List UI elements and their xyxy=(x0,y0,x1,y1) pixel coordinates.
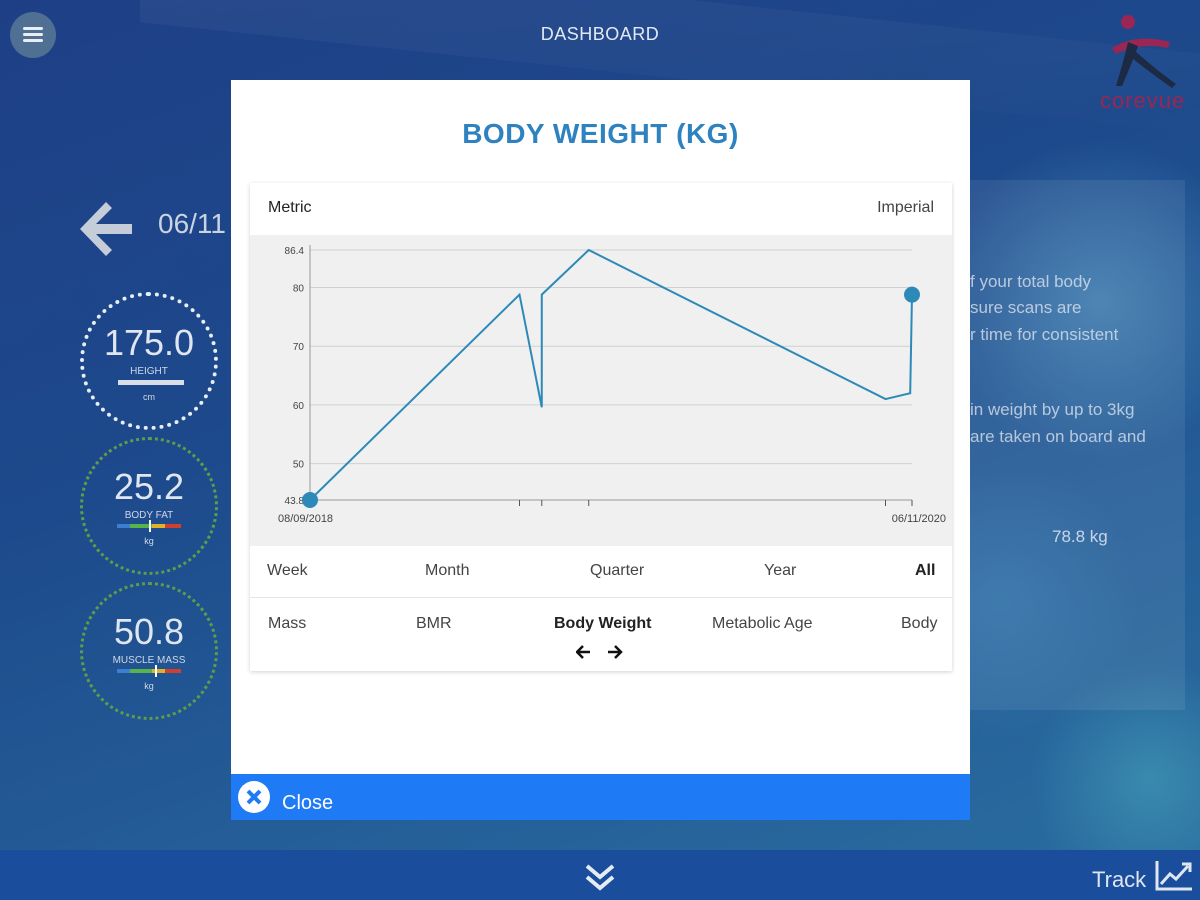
modal-title: BODY WEIGHT (KG) xyxy=(462,118,739,149)
menu-button[interactable] xyxy=(10,12,56,58)
double-chevron-down-icon[interactable] xyxy=(584,862,616,892)
muscle-mass-value: 50.8 xyxy=(113,611,185,652)
data-point xyxy=(302,492,318,508)
height-unit: cm xyxy=(143,392,155,402)
page-title: DASHBOARD xyxy=(540,24,660,44)
back-arrow-icon[interactable] xyxy=(76,200,136,258)
y-tick-label: 86.4 xyxy=(285,246,305,257)
close-button[interactable]: Close xyxy=(282,792,334,814)
x-tick-label: 06/11/2020 xyxy=(892,513,946,525)
y-tick-label: 60 xyxy=(293,401,305,412)
range-selector: Week Month Quarter Year All xyxy=(250,546,952,598)
range-week[interactable]: Week xyxy=(267,562,308,579)
height-value: 175.0 xyxy=(103,322,195,363)
body-fat-gauge[interactable]: 25.2 BODY FAT kg xyxy=(80,437,218,575)
y-tick-label: 70 xyxy=(293,342,305,353)
arrow-left-icon[interactable] xyxy=(576,645,590,659)
body-weight-chart: 86.4 80 70 60 50 43.8 08/09/2018 06/11/2020 xyxy=(278,245,946,525)
y-tick-label: 43.8 xyxy=(285,496,305,507)
range-all[interactable]: All xyxy=(915,562,936,579)
metric-body-weight[interactable]: Body Weight xyxy=(554,615,652,632)
data-point xyxy=(904,286,920,303)
info-text-line: r time for consistent xyxy=(970,325,1119,344)
info-text-line: sure scans are xyxy=(970,298,1082,317)
muscle-mass-label: MUSCLE MASS xyxy=(112,655,186,666)
body-fat-value: 25.2 xyxy=(113,466,185,507)
y-tick-label: 50 xyxy=(293,460,305,471)
muscle-mass-unit: kg xyxy=(144,681,154,691)
info-text-line: f your total body xyxy=(970,272,1091,291)
body-fat-marker xyxy=(149,520,151,532)
body-fat-unit: kg xyxy=(144,536,154,546)
metric-toggle[interactable]: Metric xyxy=(268,199,312,216)
range-year[interactable]: Year xyxy=(764,562,797,579)
body-weight-modal: BODY WEIGHT (KG) Metric Imperial 86.4 80 7… xyxy=(231,80,970,820)
muscle-mass-gauge[interactable]: 50.8 MUSCLE MASS kg xyxy=(80,582,218,720)
arrow-right-icon[interactable] xyxy=(608,645,623,659)
hamburger-icon xyxy=(23,27,43,43)
weight-value: 78.8 kg xyxy=(1052,527,1108,546)
corevue-logo-icon xyxy=(1112,15,1176,88)
date-fragment: 06/11 xyxy=(158,208,226,239)
y-tick-label: 80 xyxy=(293,284,305,295)
muscle-mass-scale xyxy=(117,669,181,673)
close-icon[interactable] xyxy=(237,780,271,814)
height-bar xyxy=(118,380,184,385)
chart-card: Metric Imperial 86.4 80 70 60 50 43.8 08/09/20… xyxy=(250,183,952,671)
metric-bmr[interactable]: BMR xyxy=(416,615,452,632)
metric-metabolic-age[interactable]: Metabolic Age xyxy=(712,615,813,632)
metric-arrows xyxy=(576,645,623,659)
muscle-mass-marker xyxy=(155,665,157,677)
x-tick-label: 08/09/2018 xyxy=(278,513,333,525)
series-line xyxy=(309,248,913,501)
trend-chart-icon[interactable] xyxy=(1154,858,1194,892)
imperial-toggle[interactable]: Imperial xyxy=(877,199,934,216)
height-label: HEIGHT xyxy=(130,366,168,377)
info-text-line: in weight by up to 3kg xyxy=(970,400,1135,419)
logo-text: corevue xyxy=(1100,88,1186,113)
height-gauge[interactable]: 175.0 HEIGHT cm xyxy=(80,292,218,430)
metric-selector: Mass BMR Body Weight Metabolic Age Body xyxy=(250,599,952,671)
info-panel-background xyxy=(960,180,1185,710)
body-fat-label: BODY FAT xyxy=(124,510,174,521)
chart-area: 86.4 80 70 60 50 43.8 08/09/2018 06/11/2020 xyxy=(250,235,952,546)
metric-mass[interactable]: Mass xyxy=(268,615,307,632)
track-button[interactable]: Track xyxy=(1092,867,1147,892)
close-bar[interactable]: Close xyxy=(231,774,970,820)
info-text-line: are taken on board and xyxy=(970,427,1146,446)
metric-body[interactable]: Body xyxy=(901,615,938,632)
range-quarter[interactable]: Quarter xyxy=(590,562,645,579)
range-month[interactable]: Month xyxy=(425,562,470,579)
